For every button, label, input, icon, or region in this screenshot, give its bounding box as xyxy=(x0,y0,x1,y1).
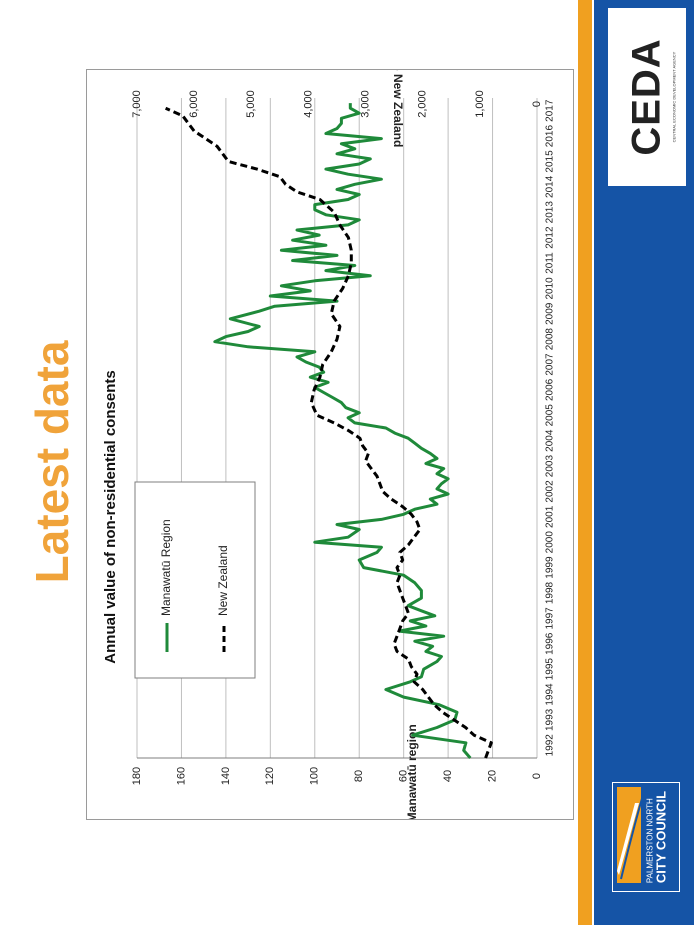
x-tick-label: 2004 xyxy=(545,429,556,452)
y2-tick-label: 6,000 xyxy=(188,90,200,118)
council-logo: PALMERSTON NORTH CITY COUNCIL xyxy=(612,782,680,892)
x-tick-label: 2002 xyxy=(545,480,556,503)
x-tick-label: 2003 xyxy=(545,455,556,478)
x-tick-label: 2015 xyxy=(545,150,556,173)
council-logo-emblem xyxy=(617,787,644,883)
y1-tick-label: 140 xyxy=(220,767,232,785)
y1-tick-label: 120 xyxy=(264,767,276,785)
x-tick-label: 2013 xyxy=(545,201,556,224)
ceda-logo-subtitle: CENTRAL ECONOMIC DEVELOPMENT AGENCY xyxy=(671,51,677,143)
x-tick-label: 1999 xyxy=(545,556,556,579)
x-tick-label: 2009 xyxy=(545,302,556,325)
council-logo-text: PALMERSTON NORTH CITY COUNCIL xyxy=(646,791,669,883)
y2-tick-label: 7,000 xyxy=(131,90,143,118)
x-tick-label: 2006 xyxy=(545,378,556,401)
x-tick-label: 2010 xyxy=(545,277,556,300)
x-tick-label: 1992 xyxy=(545,734,556,757)
x-tick-label: 2008 xyxy=(545,328,556,351)
chart-title: Annual value of non-residential consents xyxy=(102,370,119,663)
y2-tick-label: 2,000 xyxy=(417,90,429,118)
x-tick-label: 2005 xyxy=(545,404,556,427)
line-chart: 0 20 40 60 80 100 120 140 160 180 0 1,000 2,000 3,000… xyxy=(102,70,556,819)
x-tick-label: 2001 xyxy=(545,505,556,528)
x-tick-label: 1995 xyxy=(545,658,556,681)
x-tick-label: 2012 xyxy=(545,226,556,249)
ceda-logo-text: CEDA xyxy=(624,38,669,156)
y1-tick-label: 160 xyxy=(175,767,187,785)
y1-tick-label: 0 xyxy=(531,773,543,779)
x-tick-label: 1993 xyxy=(545,708,556,731)
y1-tick-label: 60 xyxy=(398,770,410,782)
x-tick-label: 2016 xyxy=(545,125,556,148)
y1-tick-label: 100 xyxy=(309,767,321,785)
y1-tick-label: 180 xyxy=(131,767,143,785)
x-tick-label: 1998 xyxy=(545,581,556,604)
x-tick-label: 1997 xyxy=(545,607,556,630)
x-tick-label: 2000 xyxy=(545,531,556,554)
y2-tick-label: 5,000 xyxy=(245,90,257,118)
y1-tick-label: 20 xyxy=(486,770,498,782)
x-tick-label: 1994 xyxy=(545,683,556,706)
council-logo-line2: CITY COUNCIL xyxy=(653,790,669,884)
y2-tick-label: 1,000 xyxy=(474,90,486,118)
y2-tick-label: 0 xyxy=(531,101,543,107)
x-tick-label: 2011 xyxy=(545,252,556,274)
y1-axis-title: $ million - Manawatū region xyxy=(405,724,419,819)
x-tick-label: 2014 xyxy=(545,175,556,198)
y1-tick-label: 80 xyxy=(353,770,365,782)
series-line-manawatu xyxy=(213,103,472,759)
x-tick-label: 2017 xyxy=(545,99,556,122)
series-line-nz xyxy=(164,106,493,759)
slide-title: Latest data xyxy=(26,340,78,584)
legend-label-nz: New Zealand xyxy=(216,545,230,616)
x-tick-label: 2007 xyxy=(545,353,556,376)
accent-stripe xyxy=(578,0,592,925)
y2-axis-title: $ million - New Zealand xyxy=(391,70,405,147)
y2-tick-label: 4,000 xyxy=(302,90,314,118)
x-tick-label: 1996 xyxy=(545,632,556,655)
legend-box xyxy=(134,481,256,679)
y2-tick-label: 3,000 xyxy=(359,90,371,118)
chart-panel: 0 20 40 60 80 100 120 140 160 180 0 1,000 2,000 3,000… xyxy=(86,69,574,820)
legend-label-manawatu: Manawatū Region xyxy=(159,519,173,616)
y1-tick-label: 40 xyxy=(442,770,454,782)
ceda-logo: CEDA CENTRAL ECONOMIC DEVELOPMENT AGENCY xyxy=(608,8,686,186)
